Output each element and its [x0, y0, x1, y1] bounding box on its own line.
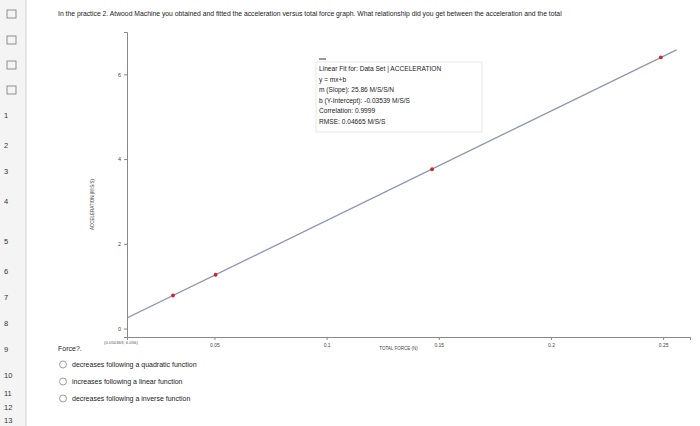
y-tick: 4	[118, 156, 127, 162]
y-tick: 2	[118, 241, 127, 247]
fit-box-line: RMSE: 0.04665 M/S/S	[319, 118, 386, 125]
fit-box-line: b (Y-Intercept): -0.03539 M/S/S	[319, 97, 411, 105]
data-point	[214, 273, 218, 277]
sidebar-icon	[7, 86, 16, 94]
y-axis-title: ACCELERATION (M/S/S)	[90, 178, 95, 230]
x-tick-mark	[551, 337, 552, 340]
sidebar-number: 11	[4, 389, 12, 398]
fit-line	[127, 50, 677, 318]
fit-box	[316, 62, 482, 132]
y-axis: 0 2 4 6	[118, 33, 128, 338]
sidebar-number: 3	[4, 167, 8, 176]
readout: (0.050369, 6.056)	[104, 340, 138, 345]
sidebar-number: 12	[4, 403, 12, 412]
sidebar-icon	[7, 61, 16, 69]
sidebar-number: 6	[4, 267, 8, 276]
x-tick-label: 0.05	[210, 342, 220, 348]
fit-box-line: m (Slope): 25.86 M/S/S/N	[319, 86, 394, 94]
data-point	[659, 56, 663, 60]
x-tick: 0.05	[210, 337, 220, 348]
option-radio[interactable]	[60, 395, 67, 402]
sidebar-bg	[0, 0, 26, 426]
x-tick-label: 0.2	[548, 342, 555, 348]
page: 12345678910111213In the practice 2. Atwo…	[0, 0, 700, 426]
option-label[interactable]: increases following a linear function	[72, 378, 183, 386]
option-label[interactable]: decreases following a inverse function	[72, 395, 190, 403]
question-text: In the practice 2. Atwood Machine you ob…	[58, 10, 562, 18]
sidebar-number: 13	[4, 416, 12, 425]
x-tick-label: 0.15	[434, 342, 444, 348]
y-axis-line	[124, 33, 128, 338]
sidebar-number: 7	[4, 293, 8, 302]
y-tick-mark	[124, 159, 127, 160]
sidebar-number: 9	[4, 345, 8, 354]
y-tick-mark	[124, 244, 127, 245]
fit-box-icon	[319, 58, 326, 59]
sidebar-number: 5	[4, 237, 8, 246]
y-tick-mark	[124, 329, 127, 330]
x-tick: 0.25	[659, 337, 669, 348]
y-tick: 6	[118, 72, 127, 78]
y-tick: 0	[118, 326, 127, 332]
sidebar-number: 2	[4, 141, 8, 150]
sidebar-number: 10	[4, 371, 12, 380]
sidebar-number: 4	[4, 197, 8, 206]
x-tick: 0.2	[548, 337, 555, 348]
x-tick-mark	[327, 337, 328, 340]
x-tick-mark	[214, 337, 215, 340]
sidebar-number: 8	[4, 319, 8, 328]
x-tick: 0.1	[324, 337, 331, 348]
option-radio[interactable]	[60, 378, 67, 385]
option-radio[interactable]	[60, 361, 67, 368]
sidebar-icon	[7, 36, 16, 44]
x-tick: 0.15	[434, 337, 444, 348]
y-tick-label: 6	[118, 72, 121, 78]
x-tick-label: 0.1	[324, 342, 331, 348]
fit-box-line: Linear Fit for: Data Set | ACCELERATION	[319, 65, 441, 73]
y-tick-label: 4	[118, 156, 121, 162]
x-tick-mark	[439, 337, 440, 340]
plot-marks	[127, 50, 677, 318]
question-text-end: Force?.	[58, 345, 82, 352]
x-tick-mark	[663, 337, 664, 340]
option-label[interactable]: decreases following a quadratic function	[72, 361, 197, 369]
y-tick-label: 0	[118, 326, 121, 332]
sidebar-icon	[7, 10, 16, 18]
sidebar-number: 1	[4, 111, 8, 120]
data-point	[430, 167, 434, 171]
data-point	[171, 294, 175, 298]
y-tick-label: 2	[118, 241, 121, 247]
sidebar-divider	[26, 0, 27, 426]
fit-box-line: y = mx+b	[319, 76, 346, 84]
y-tick-mark	[124, 74, 127, 75]
x-axis-line	[128, 338, 691, 341]
x-axis-title: TOTAL FORCE (N)	[379, 346, 418, 351]
x-tick-label: 0.25	[659, 342, 669, 348]
fit-box-line: Correlation: 0.9999	[319, 107, 375, 114]
